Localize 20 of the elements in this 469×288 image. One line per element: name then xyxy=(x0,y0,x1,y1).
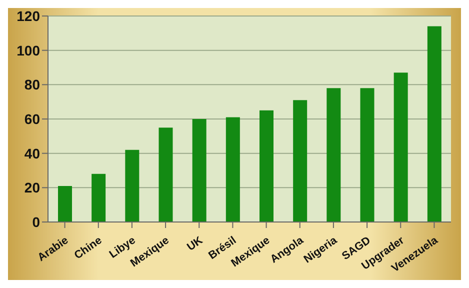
y-tick-label: 60 xyxy=(24,110,40,127)
y-tick-label: 0 xyxy=(32,214,40,230)
bar xyxy=(293,100,308,222)
bar xyxy=(226,117,240,222)
y-tick-label: 80 xyxy=(24,76,40,93)
bar xyxy=(326,88,341,222)
bar xyxy=(58,186,72,222)
y-tick-label: 20 xyxy=(24,180,40,196)
bar xyxy=(260,110,274,222)
bar xyxy=(158,128,173,222)
y-tick-label: 120 xyxy=(16,8,40,24)
bar xyxy=(427,26,442,222)
bar xyxy=(92,174,106,222)
y-tick-label: 100 xyxy=(16,42,40,58)
bar xyxy=(360,88,374,222)
bar xyxy=(192,119,206,222)
y-tick-label: 40 xyxy=(24,145,40,162)
bar xyxy=(125,150,140,222)
x-tick-label: UK xyxy=(185,234,206,254)
bar xyxy=(394,72,408,222)
